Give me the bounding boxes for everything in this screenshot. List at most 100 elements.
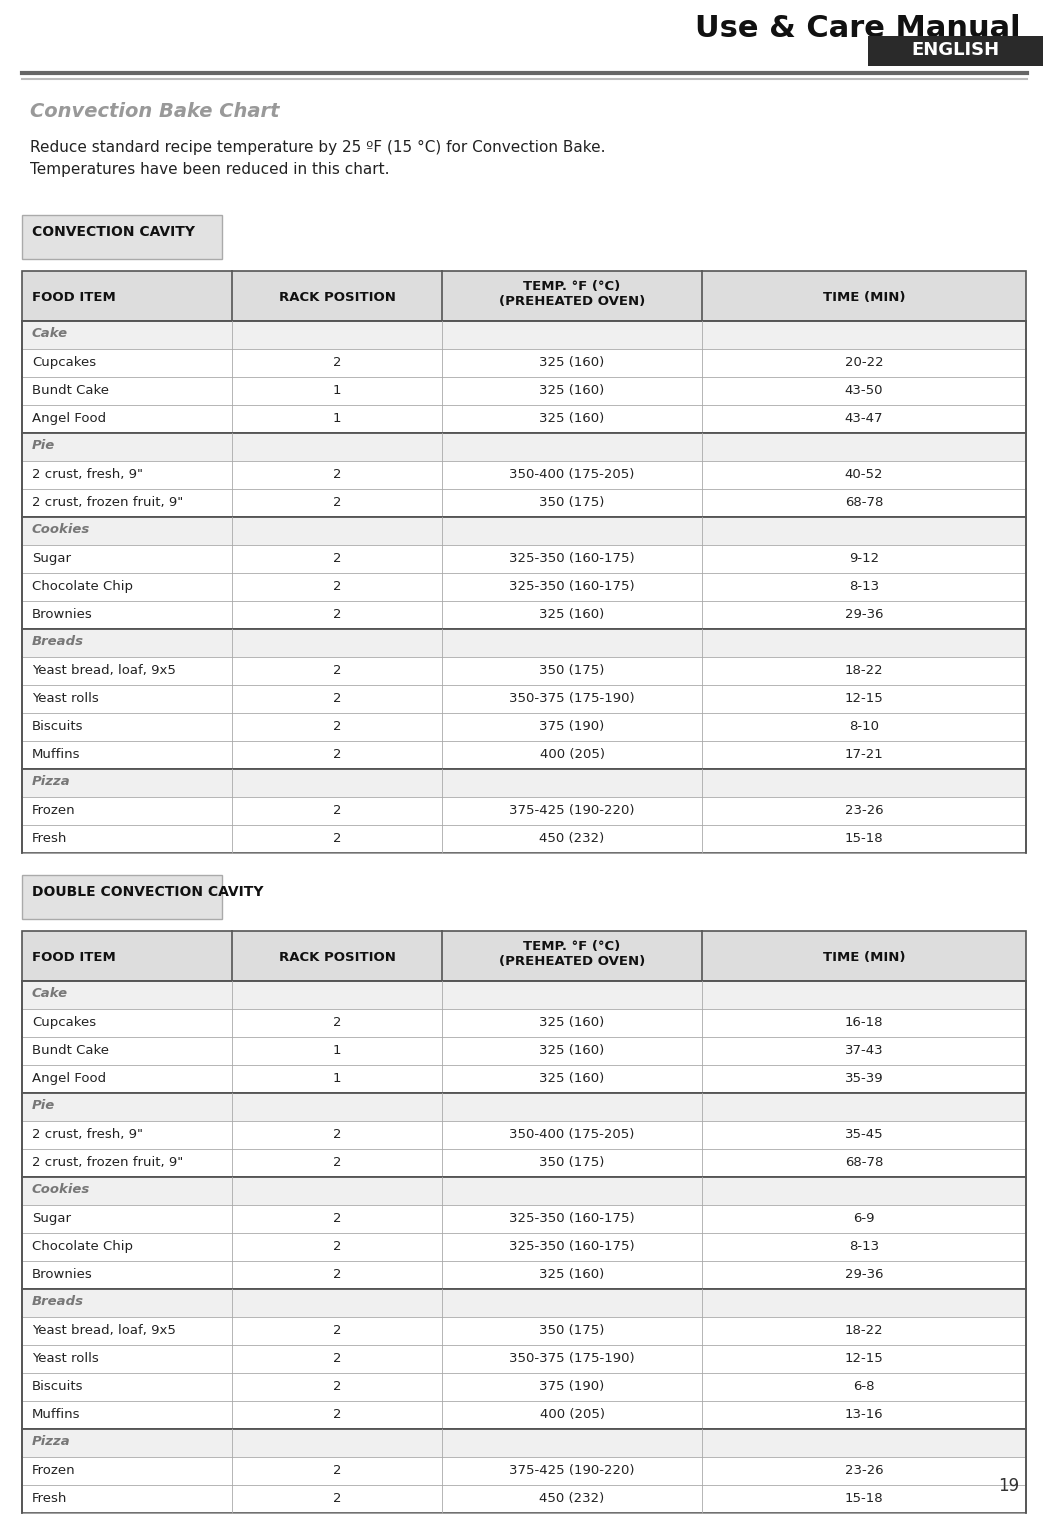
Text: Use & Care Manual: Use & Care Manual — [695, 14, 1021, 42]
Bar — [22, 796, 1026, 825]
Text: Pizza: Pizza — [33, 1435, 70, 1449]
Bar — [22, 1177, 1026, 1289]
Bar — [22, 545, 1026, 573]
Bar — [22, 1204, 1026, 1233]
Text: RACK POSITION: RACK POSITION — [279, 291, 395, 303]
Text: Brownies: Brownies — [33, 608, 92, 620]
Text: Cookies: Cookies — [33, 523, 90, 536]
Bar — [22, 875, 222, 919]
Text: TEMP. °F (°C): TEMP. °F (°C) — [523, 281, 621, 293]
Bar — [22, 713, 1026, 740]
Text: 325 (160): 325 (160) — [539, 608, 604, 620]
Text: Cookies: Cookies — [33, 1183, 90, 1195]
Bar — [22, 601, 1026, 630]
Text: 325-350 (160-175): 325-350 (160-175) — [509, 1239, 635, 1253]
Text: 2 crust, frozen fruit, 9": 2 crust, frozen fruit, 9" — [33, 496, 184, 510]
Text: Bundt Cake: Bundt Cake — [33, 1044, 109, 1057]
Text: 450 (232): 450 (232) — [539, 1493, 604, 1505]
Text: Pie: Pie — [33, 1098, 56, 1112]
Bar — [22, 517, 1026, 545]
Text: 325 (160): 325 (160) — [539, 413, 604, 425]
Text: 12-15: 12-15 — [844, 692, 883, 705]
Text: Yeast bread, loaf, 9x5: Yeast bread, loaf, 9x5 — [33, 1324, 176, 1336]
Text: Fresh: Fresh — [33, 831, 67, 845]
Text: 2: 2 — [333, 664, 341, 677]
Text: 1: 1 — [333, 384, 341, 397]
Text: 325 (160): 325 (160) — [539, 1016, 604, 1029]
Bar — [22, 405, 1026, 432]
Text: 35-39: 35-39 — [844, 1073, 883, 1085]
Text: 375 (190): 375 (190) — [539, 1380, 604, 1393]
Text: 2: 2 — [333, 1268, 341, 1280]
Text: 35-45: 35-45 — [844, 1129, 883, 1141]
Bar — [22, 1429, 1026, 1456]
Bar — [22, 1289, 1026, 1317]
Text: 2: 2 — [333, 831, 341, 845]
Text: 350 (175): 350 (175) — [539, 1156, 604, 1170]
Text: Pie: Pie — [33, 438, 56, 452]
Text: 16-18: 16-18 — [844, 1016, 883, 1029]
Bar — [22, 1094, 1026, 1121]
Text: 350-400 (175-205): 350-400 (175-205) — [510, 1129, 635, 1141]
Text: 350-400 (175-205): 350-400 (175-205) — [510, 469, 635, 481]
Text: 325-350 (160-175): 325-350 (160-175) — [509, 579, 635, 593]
Bar — [22, 1402, 1026, 1429]
Bar — [22, 1456, 1026, 1485]
Text: Frozen: Frozen — [33, 1464, 76, 1478]
Bar — [22, 322, 1026, 432]
Bar — [22, 630, 1026, 657]
Text: Sugar: Sugar — [33, 1212, 71, 1226]
Bar — [22, 686, 1026, 713]
Text: 2: 2 — [333, 1212, 341, 1226]
Text: Brownies: Brownies — [33, 1268, 92, 1280]
Text: 325 (160): 325 (160) — [539, 1044, 604, 1057]
Text: Yeast bread, loaf, 9x5: Yeast bread, loaf, 9x5 — [33, 664, 176, 677]
Text: Breads: Breads — [33, 1296, 84, 1308]
Bar — [22, 1317, 1026, 1346]
Text: 68-78: 68-78 — [844, 1156, 883, 1170]
Text: 325 (160): 325 (160) — [539, 384, 604, 397]
Text: (PREHEATED OVEN): (PREHEATED OVEN) — [499, 294, 645, 308]
Text: 12-15: 12-15 — [844, 1352, 883, 1365]
Bar — [22, 215, 222, 259]
Text: 15-18: 15-18 — [844, 1493, 883, 1505]
Text: Breads: Breads — [33, 636, 84, 648]
Bar — [22, 1289, 1026, 1429]
Text: 23-26: 23-26 — [844, 804, 883, 818]
Text: 18-22: 18-22 — [844, 664, 883, 677]
Text: 2: 2 — [333, 469, 341, 481]
Text: 2: 2 — [333, 552, 341, 564]
Text: 2: 2 — [333, 1129, 341, 1141]
Bar — [22, 349, 1026, 378]
Text: CONVECTION CAVITY: CONVECTION CAVITY — [33, 225, 195, 240]
Text: Sugar: Sugar — [33, 552, 71, 564]
Bar — [22, 488, 1026, 517]
Bar — [22, 378, 1026, 405]
Text: (PREHEATED OVEN): (PREHEATED OVEN) — [499, 956, 645, 968]
Bar — [22, 657, 1026, 686]
Bar — [22, 1009, 1026, 1038]
Text: 2: 2 — [333, 1016, 341, 1029]
Text: 350 (175): 350 (175) — [539, 664, 604, 677]
Bar — [22, 769, 1026, 796]
Bar — [22, 1121, 1026, 1148]
Bar — [22, 432, 1026, 461]
Text: ENGLISH: ENGLISH — [912, 41, 1000, 59]
Text: 400 (205): 400 (205) — [539, 748, 604, 762]
Text: Chocolate Chip: Chocolate Chip — [33, 579, 133, 593]
Text: 20-22: 20-22 — [844, 356, 883, 369]
Text: 23-26: 23-26 — [844, 1464, 883, 1478]
Text: FOOD ITEM: FOOD ITEM — [33, 291, 115, 303]
Text: 325 (160): 325 (160) — [539, 356, 604, 369]
Text: 9-12: 9-12 — [849, 552, 879, 564]
Text: Angel Food: Angel Food — [33, 413, 106, 425]
Bar — [22, 517, 1026, 630]
Text: 2 crust, fresh, 9": 2 crust, fresh, 9" — [33, 469, 143, 481]
Bar — [22, 630, 1026, 769]
Text: 43-50: 43-50 — [844, 384, 883, 397]
Text: 2: 2 — [333, 1380, 341, 1393]
Text: FOOD ITEM: FOOD ITEM — [33, 951, 115, 963]
Bar — [22, 825, 1026, 853]
Text: 350-375 (175-190): 350-375 (175-190) — [509, 1352, 635, 1365]
Text: Bundt Cake: Bundt Cake — [33, 384, 109, 397]
